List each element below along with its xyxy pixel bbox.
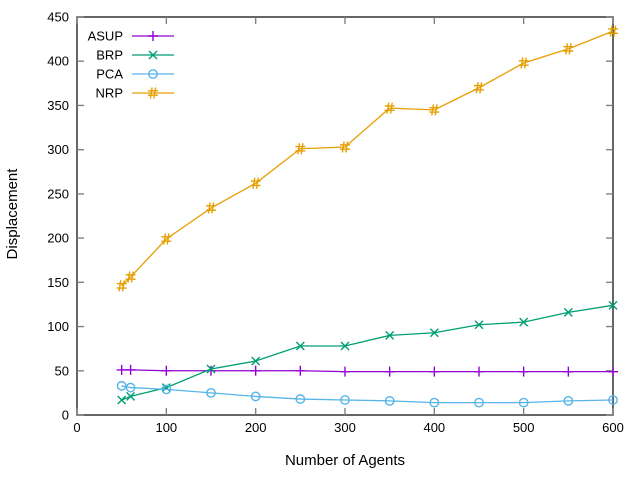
legend-label-pca: PCA: [96, 67, 123, 82]
plus-marker: [563, 366, 574, 377]
cross-marker: [429, 328, 439, 338]
cross-marker: [251, 356, 261, 366]
plus-marker: [295, 365, 306, 376]
cross-marker: [608, 300, 618, 310]
y-tick-label: 400: [47, 54, 69, 69]
circle-marker: [429, 397, 440, 408]
cross-marker: [126, 391, 136, 401]
x-tick-label: 100: [155, 420, 177, 435]
plus-marker: [161, 365, 172, 376]
circle-marker: [384, 395, 395, 406]
x-tick-label: 500: [513, 420, 535, 435]
cross-marker: [340, 341, 350, 351]
y-axis-title: Displacement: [4, 168, 21, 260]
plus-marker: [340, 366, 350, 377]
y-tick-label: 300: [47, 142, 69, 157]
x-tick-label: 600: [602, 420, 624, 435]
circle-marker: [125, 382, 136, 393]
circle-marker: [161, 384, 172, 395]
x-tick-label: 0: [73, 420, 80, 435]
circle-marker: [116, 380, 127, 391]
cross-marker: [295, 341, 305, 351]
circle-marker: [206, 387, 216, 398]
cross-marker: [117, 395, 127, 405]
circle-marker: [250, 391, 261, 402]
hash-marker: [518, 57, 529, 69]
circle-marker: [474, 397, 484, 408]
cross-marker: [161, 383, 171, 393]
y-tick-label: 450: [47, 10, 69, 25]
x-tick-label: 300: [334, 420, 356, 435]
cross-marker: [206, 364, 216, 374]
y-tick-label: 250: [47, 186, 69, 201]
legend-label-brp: BRP: [96, 48, 123, 63]
x-tick-label: 400: [423, 420, 445, 435]
hash-marker: [148, 87, 158, 99]
hash-marker: [429, 104, 440, 116]
circle-marker: [148, 69, 158, 79]
y-tick-label: 200: [47, 231, 69, 246]
plus-marker: [429, 366, 440, 377]
cross-marker: [474, 320, 484, 330]
hash-marker: [250, 177, 261, 189]
plus-marker: [474, 366, 484, 377]
plus-marker: [125, 364, 136, 375]
hash-marker: [206, 202, 216, 214]
hash-marker: [608, 25, 618, 37]
plus-marker: [608, 366, 618, 377]
hash-marker: [125, 271, 136, 283]
plus-marker: [518, 366, 529, 377]
plus-marker: [250, 365, 261, 376]
plus-marker: [384, 366, 395, 377]
x-tick-label: 200: [245, 420, 267, 435]
y-tick-label: 350: [47, 98, 69, 113]
plus-marker: [116, 364, 127, 375]
plot-border: [76, 16, 614, 416]
hash-marker: [384, 102, 395, 114]
cross-marker: [563, 307, 573, 317]
hash-marker: [161, 233, 172, 245]
circle-marker: [518, 397, 529, 408]
circle-marker: [295, 394, 306, 404]
series-line-asup: [121, 369, 613, 373]
circle-marker: [563, 395, 574, 406]
legend-label-nrp: NRP: [96, 86, 123, 101]
series-line-nrp: [121, 30, 614, 287]
y-tick-label: 0: [62, 408, 69, 423]
y-tick-label: 50: [55, 363, 69, 378]
cross-marker: [519, 317, 529, 327]
circle-marker: [340, 395, 350, 405]
cross-marker: [385, 330, 395, 340]
circle-marker: [608, 395, 618, 405]
hash-marker: [340, 141, 350, 153]
x-axis-title: Number of Agents: [285, 452, 405, 469]
cross-marker: [148, 50, 158, 60]
legend-label-asup: ASUP: [88, 29, 123, 44]
hash-marker: [563, 43, 574, 55]
plus-marker: [148, 31, 158, 41]
series-line-brp: [121, 304, 614, 401]
y-tick-label: 100: [47, 319, 69, 334]
hash-marker: [295, 143, 306, 155]
y-tick-label: 150: [47, 275, 69, 290]
hash-marker: [474, 82, 484, 94]
hash-marker: [116, 280, 127, 292]
series-line-pca: [121, 385, 614, 404]
